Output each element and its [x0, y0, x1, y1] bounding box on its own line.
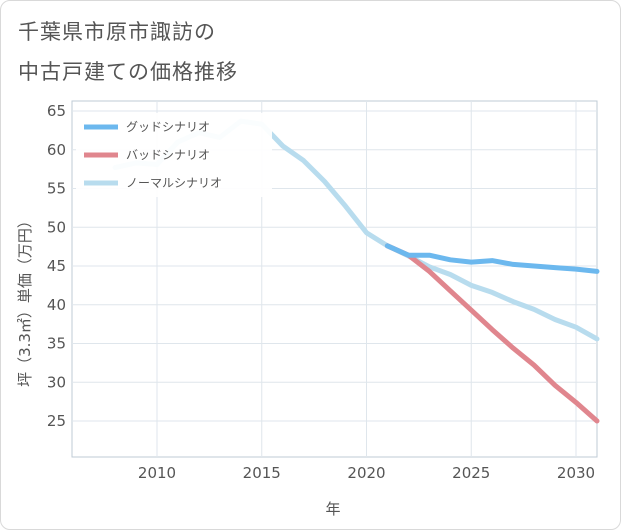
series-line-good	[384, 243, 600, 274]
x-tick-label: 2025	[452, 464, 490, 482]
y-tick-label: 25	[47, 412, 66, 430]
y-tick-label: 40	[47, 296, 66, 314]
chart-title-line2: 中古戸建ての価格推移	[18, 60, 238, 84]
y-axis-title: 坪（3.3㎡）単価（万円）	[16, 213, 34, 387]
y-tick-label: 45	[47, 257, 66, 275]
x-tick-label: 2010	[138, 464, 176, 482]
x-axis-title: 年	[325, 500, 340, 518]
axis-ticks: 25 30 35 40 45 50 55 60 65 2010 2015 2020 2025 2030	[47, 102, 595, 482]
series-line-bad	[384, 243, 600, 424]
legend-label-good: グッドシナリオ	[126, 120, 210, 134]
y-tick-label: 60	[47, 141, 66, 159]
x-tick-label: 2020	[347, 464, 385, 482]
x-tick-label: 2030	[557, 464, 595, 482]
chart-title-line1: 千葉県市原市諏訪の	[18, 20, 216, 44]
y-tick-label: 50	[47, 218, 66, 236]
y-tick-label: 55	[47, 180, 66, 198]
legend-label-bad: バッドシナリオ	[126, 148, 210, 162]
y-tick-label: 65	[47, 102, 66, 120]
x-tick-label: 2015	[243, 464, 281, 482]
y-tick-label: 30	[47, 373, 66, 391]
y-tick-label: 35	[47, 335, 66, 353]
legend-label-normal: ノーマルシナリオ	[126, 176, 222, 190]
